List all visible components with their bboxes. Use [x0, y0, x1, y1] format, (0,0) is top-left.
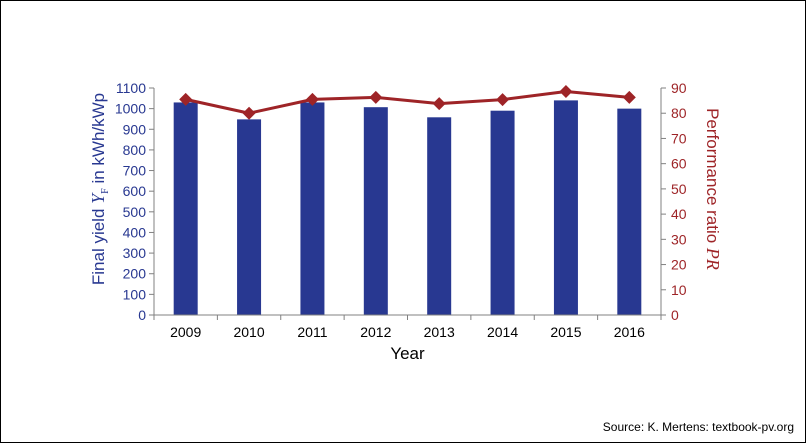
left-tick-label: 1000: [115, 101, 146, 117]
left-tick-label: 700: [123, 163, 147, 179]
left-tick-label: 900: [123, 121, 147, 137]
bar-2012: [363, 107, 388, 315]
bar-2014: [490, 110, 515, 315]
right-tick-label: 0: [671, 307, 679, 323]
x-tick-label-2012: 2012: [360, 324, 391, 340]
source-credit: Source: K. Mertens: textbook-pv.org: [602, 420, 794, 434]
left-tick-label: 0: [138, 307, 146, 323]
bar-2015: [553, 100, 578, 315]
left-tick-label: 300: [123, 245, 147, 261]
right-tick-label: 50: [671, 181, 687, 197]
right-tick-label: 70: [671, 130, 687, 146]
right-tick-label: 90: [671, 80, 687, 96]
left-tick-label: 200: [123, 266, 147, 282]
left-axis-label: Final yield YF in kWh/kWp: [88, 93, 111, 285]
axes: [149, 87, 666, 320]
x-tick-label-2015: 2015: [550, 324, 581, 340]
left-tick-label: 500: [123, 204, 147, 220]
left-tick-label: 800: [123, 142, 147, 158]
x-tick-label-2009: 2009: [170, 324, 201, 340]
bar-2009: [173, 102, 198, 315]
x-axis-label: Year: [390, 344, 425, 363]
axis-labels: Year Final yield YF in kWh/kWp Performance…: [88, 93, 723, 363]
bar-2010: [237, 119, 262, 315]
left-tick-label: 600: [123, 183, 147, 199]
right-tick-label: 40: [671, 206, 687, 222]
bar-2011: [300, 102, 325, 315]
x-tick-label-2014: 2014: [487, 324, 518, 340]
line-series: [179, 85, 636, 120]
x-tick-label-2013: 2013: [424, 324, 455, 340]
right-tick-label: 60: [671, 156, 687, 172]
right-axis-label: Performance ratio PR: [703, 108, 723, 270]
line-point-2014: [496, 93, 510, 107]
left-tick-label: 400: [123, 224, 147, 240]
bar-2016: [617, 108, 642, 316]
right-tick-label: 10: [671, 282, 687, 298]
line-point-2013: [432, 97, 446, 111]
tick-labels: 0 100 200 300 400 500 600 700 800 900 1000 1100 0 10 2…: [115, 80, 687, 340]
bar-2013: [427, 117, 452, 315]
right-tick-label: 30: [671, 231, 687, 247]
x-tick-label-2010: 2010: [233, 324, 264, 340]
line-point-2012: [369, 90, 383, 104]
x-tick-label-2011: 2011: [297, 324, 327, 340]
line-point-2016: [622, 90, 636, 104]
bar-series: [173, 100, 642, 316]
performance-ratio-line: [185, 90, 630, 115]
right-tick-label: 80: [671, 105, 687, 121]
line-point-2009: [179, 92, 193, 106]
right-tick-label: 20: [671, 257, 687, 273]
left-tick-label: 1100: [116, 80, 146, 96]
left-tick-label: 100: [123, 286, 147, 302]
line-point-2015: [559, 85, 573, 99]
line-point-2010: [242, 106, 256, 120]
x-tick-label-2016: 2016: [614, 324, 645, 340]
line-point-2011: [305, 92, 319, 106]
